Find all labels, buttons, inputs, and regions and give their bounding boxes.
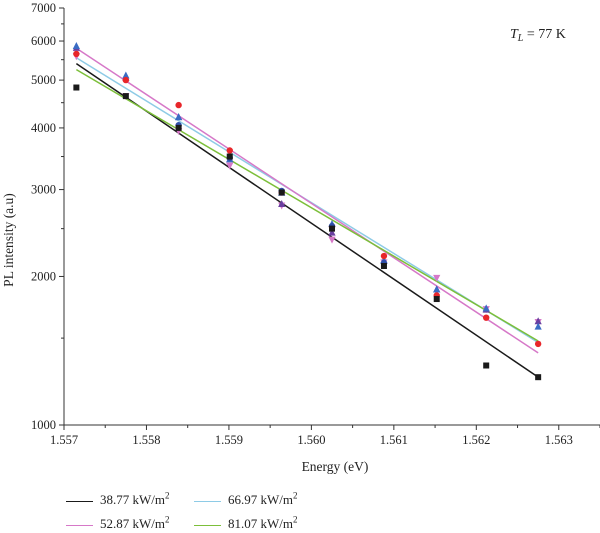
data-point-81-07 <box>380 252 388 260</box>
data-point-81-07 <box>226 147 233 154</box>
data-point-66-97 <box>433 285 441 293</box>
data-point-38-77 <box>73 84 80 91</box>
data-point-38-77 <box>535 374 542 381</box>
data-point-66-97 <box>122 71 130 79</box>
x-axis-title: Energy (eV) <box>302 459 369 474</box>
data-point-66-97 <box>482 304 490 312</box>
data-point-66-97 <box>72 42 80 50</box>
data-point-52-87 <box>328 236 336 244</box>
data-point-38-77 <box>380 263 387 270</box>
x-tick-label: 1.563 <box>545 433 573 447</box>
data-point-66-97 <box>278 199 286 207</box>
legend-label: 66.97 kW/m2 <box>228 491 298 508</box>
data-point-81-07 <box>175 101 182 109</box>
data-point-81-07 <box>73 50 80 58</box>
fit-line <box>75 47 539 354</box>
data-point-52-87 <box>433 274 441 282</box>
y-tick-label: 7000 <box>31 1 56 15</box>
y-axis-title: PL intensity (a.u) <box>1 193 16 287</box>
legend-swatch <box>66 524 93 526</box>
data-point-66-97 <box>534 322 542 330</box>
data-point-81-07 <box>122 76 130 84</box>
data-point-66-97 <box>534 317 542 325</box>
data-point-38-77 <box>122 93 129 100</box>
data-point-38-77 <box>278 189 285 196</box>
fit-lines <box>75 47 539 378</box>
chart-legend: 38.77 kW/m2 66.97 kW/m2 52.87 kW/m2 81.0… <box>66 487 366 531</box>
x-tick-label: 1.562 <box>462 433 490 447</box>
data-point-66-97 <box>175 113 183 121</box>
legend-label: 38.77 kW/m2 <box>100 491 170 508</box>
data-point-52-87 <box>226 162 234 170</box>
x-tick-label: 1.557 <box>50 433 78 447</box>
data-point-81-07 <box>483 314 490 321</box>
tick-labels: 1.557 1.558 1.559 1.560 1.561 1.562 1.563 1000 2… <box>31 1 573 447</box>
data-point-66-97 <box>328 228 336 236</box>
legend-item-66-97: 66.97 kW/m2 <box>194 487 298 508</box>
legend-swatch <box>194 524 221 526</box>
y-tick-label: 3000 <box>31 183 56 197</box>
x-tick-label: 1.561 <box>380 433 408 447</box>
legend-item-81-07: 81.07 kW/m2 <box>194 511 298 532</box>
x-tick-label: 1.560 <box>297 433 325 447</box>
legend-swatch <box>194 500 221 502</box>
y-tick-label: 1000 <box>31 418 56 432</box>
y-tick-label: 6000 <box>31 34 56 48</box>
data-point-38-77 <box>226 153 233 160</box>
legend-swatch <box>66 500 93 502</box>
y-tick-label: 5000 <box>31 73 56 87</box>
data-point-38-77 <box>329 225 335 232</box>
legend-item-38-77: 38.77 kW/m2 <box>66 487 170 508</box>
plot-axes <box>59 7 600 430</box>
y-tick-label: 2000 <box>31 269 56 283</box>
x-tick-label: 1.558 <box>132 433 160 447</box>
fit-line <box>75 69 539 342</box>
legend-item-52-87: 52.87 kW/m2 <box>66 511 170 532</box>
data-point-38-77 <box>433 296 440 303</box>
legend-label: 52.87 kW/m2 <box>100 515 170 532</box>
fit-line <box>75 62 539 378</box>
legend-label: 81.07 kW/m2 <box>228 515 298 532</box>
pl-intensity-chart: 1.557 1.558 1.559 1.560 1.561 1.562 1.563 1000 2… <box>1 1 600 474</box>
data-point-38-77 <box>483 362 490 369</box>
data-point-38-77 <box>175 124 182 131</box>
data-markers <box>72 42 542 381</box>
y-tick-label: 4000 <box>31 121 56 135</box>
data-point-81-07 <box>534 340 542 348</box>
temperature-annotation: TL = 77 K <box>510 27 566 44</box>
x-tick-label: 1.559 <box>215 433 243 447</box>
